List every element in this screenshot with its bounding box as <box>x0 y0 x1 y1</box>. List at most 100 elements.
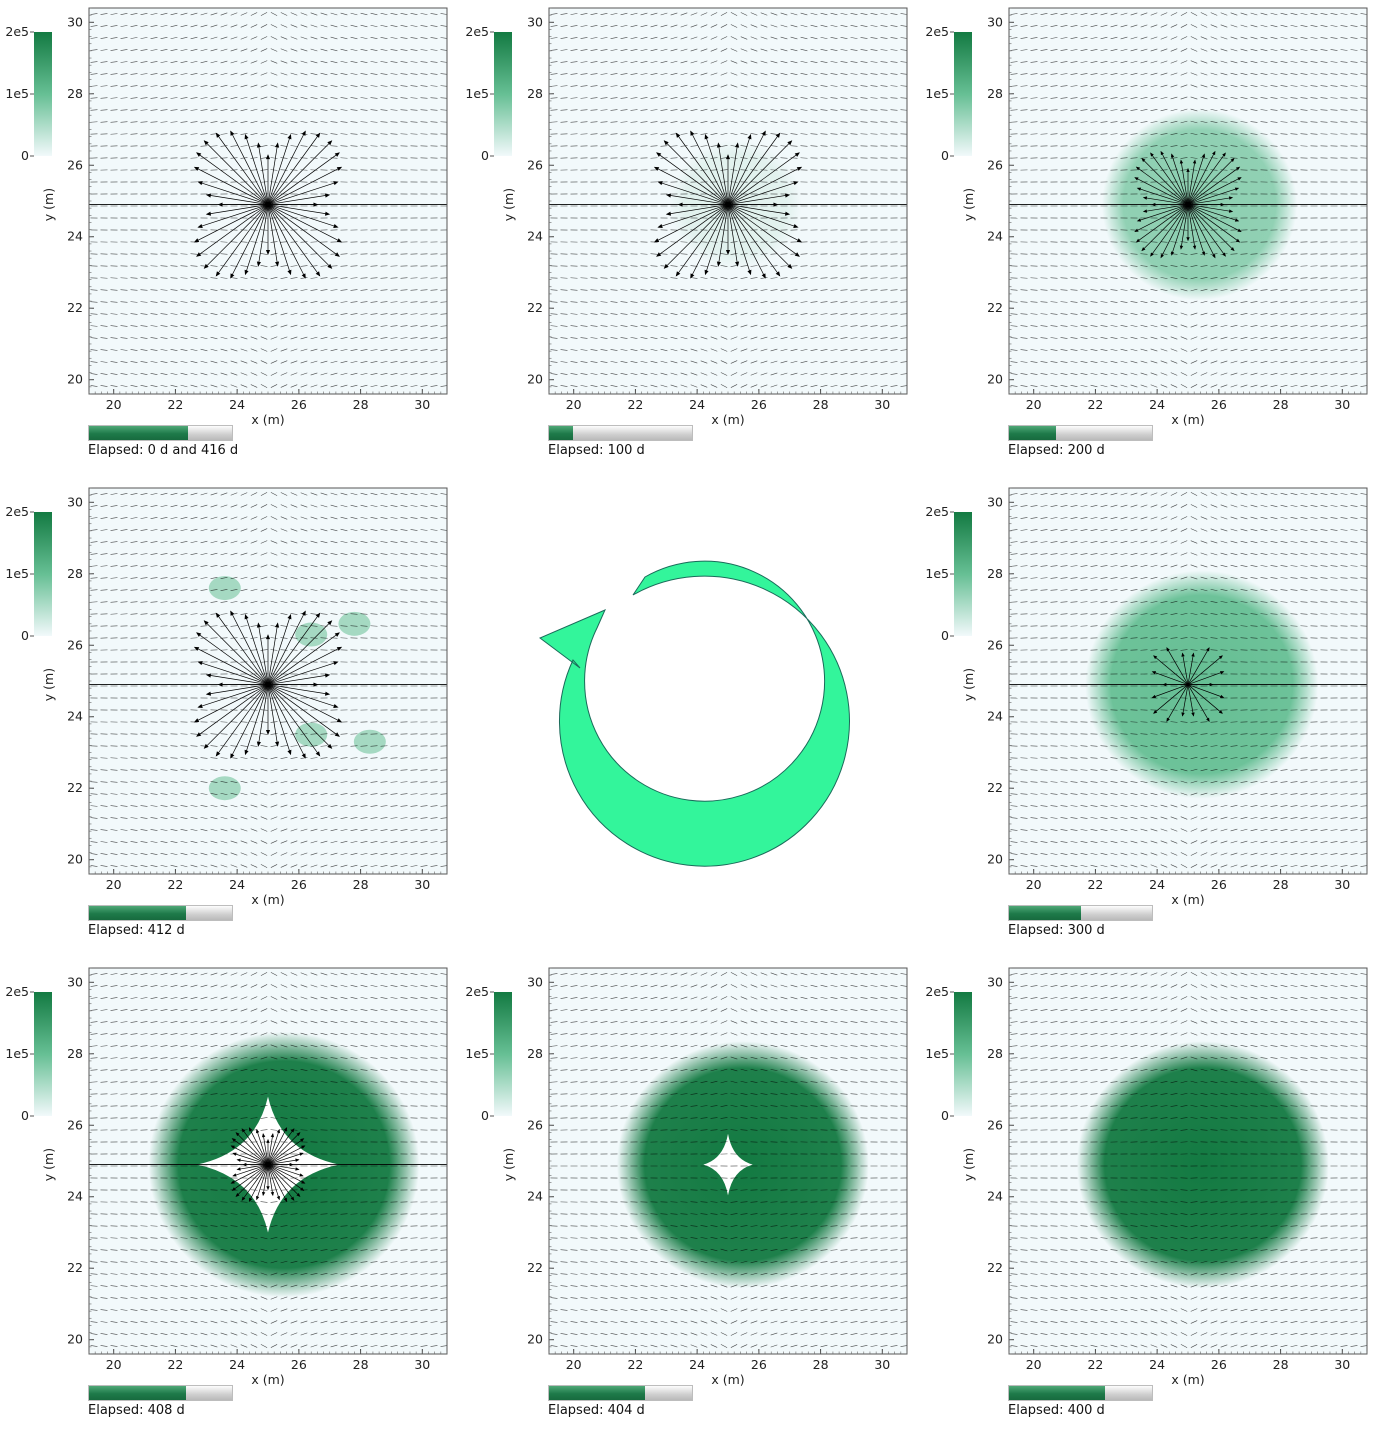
elapsed-label: Elapsed: 200 d <box>1008 443 1105 458</box>
x-tick-label: 26 <box>291 397 307 412</box>
y-tick-label: 26 <box>527 1117 543 1132</box>
x-tick-label: 20 <box>1026 397 1042 412</box>
x-tick-label: 22 <box>167 1357 183 1372</box>
elapsed-progress-fill <box>1009 1386 1105 1400</box>
y-tick-label: 24 <box>987 1189 1003 1204</box>
elapsed-progress-fill <box>1009 426 1056 440</box>
colorbar-tick-label: 0 <box>481 1108 489 1123</box>
colorbar-tick-label: 0 <box>481 148 489 163</box>
x-tick-label: 22 <box>1087 877 1103 892</box>
colorbar <box>494 992 512 1116</box>
x-tick-label: 24 <box>229 1357 245 1372</box>
y-axis-label: y (m) <box>961 668 976 701</box>
colorbar-tick-label: 0 <box>21 148 29 163</box>
cycle-arrow-shape <box>540 561 849 866</box>
x-tick-label: 30 <box>874 1357 890 1372</box>
x-tick-label: 26 <box>751 397 767 412</box>
concentration-patch <box>295 623 327 647</box>
y-tick-label: 26 <box>527 157 543 172</box>
x-tick-label: 28 <box>1273 1357 1289 1372</box>
x-tick-label: 24 <box>229 877 245 892</box>
x-axis-label: x (m) <box>711 412 744 427</box>
x-tick-label: 24 <box>1149 397 1165 412</box>
colorbar-tick-label: 2e5 <box>465 24 489 39</box>
y-tick-label: 26 <box>987 637 1003 652</box>
x-tick-label: 20 <box>106 397 122 412</box>
x-tick-label: 30 <box>1334 1357 1350 1372</box>
y-axis-label: y (m) <box>961 1148 976 1181</box>
y-axis-label: y (m) <box>501 1148 516 1181</box>
y-tick-label: 26 <box>67 1117 83 1132</box>
x-axis-label: x (m) <box>251 892 284 907</box>
y-tick-label: 24 <box>987 709 1003 724</box>
y-tick-label: 24 <box>67 1189 83 1204</box>
y-tick-label: 28 <box>67 566 83 581</box>
colorbar-tick-label: 2e5 <box>925 24 949 39</box>
elapsed-progress-bar <box>1008 905 1153 921</box>
x-tick-label: 30 <box>414 877 430 892</box>
colorbar-tick-label: 1e5 <box>925 566 949 581</box>
y-tick-label: 30 <box>987 494 1003 509</box>
colorbar-tick-label: 2e5 <box>5 984 29 999</box>
y-tick-label: 22 <box>67 300 83 315</box>
x-tick-label: 24 <box>1149 1357 1165 1372</box>
colorbar <box>34 512 52 636</box>
x-tick-label: 22 <box>627 397 643 412</box>
concentration-patch <box>354 730 386 754</box>
elapsed-progress-bar <box>88 1385 233 1401</box>
y-tick-label: 22 <box>67 780 83 795</box>
y-tick-label: 30 <box>527 974 543 989</box>
elapsed-label: Elapsed: 0 d and 416 d <box>88 443 238 458</box>
x-tick-label: 22 <box>1087 397 1103 412</box>
y-tick-label: 24 <box>527 1189 543 1204</box>
y-tick-label: 22 <box>527 300 543 315</box>
elapsed-label: Elapsed: 400 d <box>1008 1403 1105 1418</box>
x-tick-label: 28 <box>813 397 829 412</box>
colorbar-tick-label: 0 <box>941 628 949 643</box>
y-tick-label: 26 <box>67 157 83 172</box>
colorbar-tick-label: 0 <box>941 148 949 163</box>
x-tick-label: 20 <box>566 1357 582 1372</box>
concentration-patch <box>209 776 241 800</box>
colorbar <box>494 32 512 156</box>
x-tick-label: 24 <box>1149 877 1165 892</box>
y-tick-label: 28 <box>987 86 1003 101</box>
colorbar-tick-label: 1e5 <box>925 1046 949 1061</box>
colorbar <box>954 992 972 1116</box>
elapsed-progress-fill <box>549 1386 645 1400</box>
y-tick-label: 20 <box>527 1332 543 1347</box>
y-axis-label: y (m) <box>501 188 516 221</box>
elapsed-label: Elapsed: 100 d <box>548 443 645 458</box>
colorbar-tick-label: 1e5 <box>5 1046 29 1061</box>
y-tick-label: 20 <box>527 372 543 387</box>
elapsed-progress-fill <box>89 906 186 920</box>
x-tick-label: 28 <box>353 397 369 412</box>
x-tick-label: 22 <box>167 877 183 892</box>
x-tick-label: 28 <box>1273 877 1289 892</box>
x-tick-label: 22 <box>1087 1357 1103 1372</box>
colorbar-tick-label: 0 <box>21 1108 29 1123</box>
colorbar <box>34 32 52 156</box>
concentration-plume <box>1077 1041 1329 1288</box>
y-tick-label: 24 <box>67 709 83 724</box>
y-tick-label: 20 <box>67 372 83 387</box>
y-tick-label: 22 <box>67 1260 83 1275</box>
x-tick-label: 20 <box>566 397 582 412</box>
colorbar-tick-label: 1e5 <box>465 1046 489 1061</box>
y-tick-label: 30 <box>67 974 83 989</box>
y-tick-label: 26 <box>987 1117 1003 1132</box>
x-axis-label: x (m) <box>1171 892 1204 907</box>
elapsed-progress-fill <box>89 426 188 440</box>
y-axis-label: y (m) <box>41 668 56 701</box>
y-tick-label: 22 <box>527 1260 543 1275</box>
y-tick-label: 22 <box>987 1260 1003 1275</box>
x-tick-label: 26 <box>751 1357 767 1372</box>
x-tick-label: 28 <box>353 877 369 892</box>
colorbar-tick-label: 0 <box>941 1108 949 1123</box>
y-tick-label: 28 <box>67 1046 83 1061</box>
